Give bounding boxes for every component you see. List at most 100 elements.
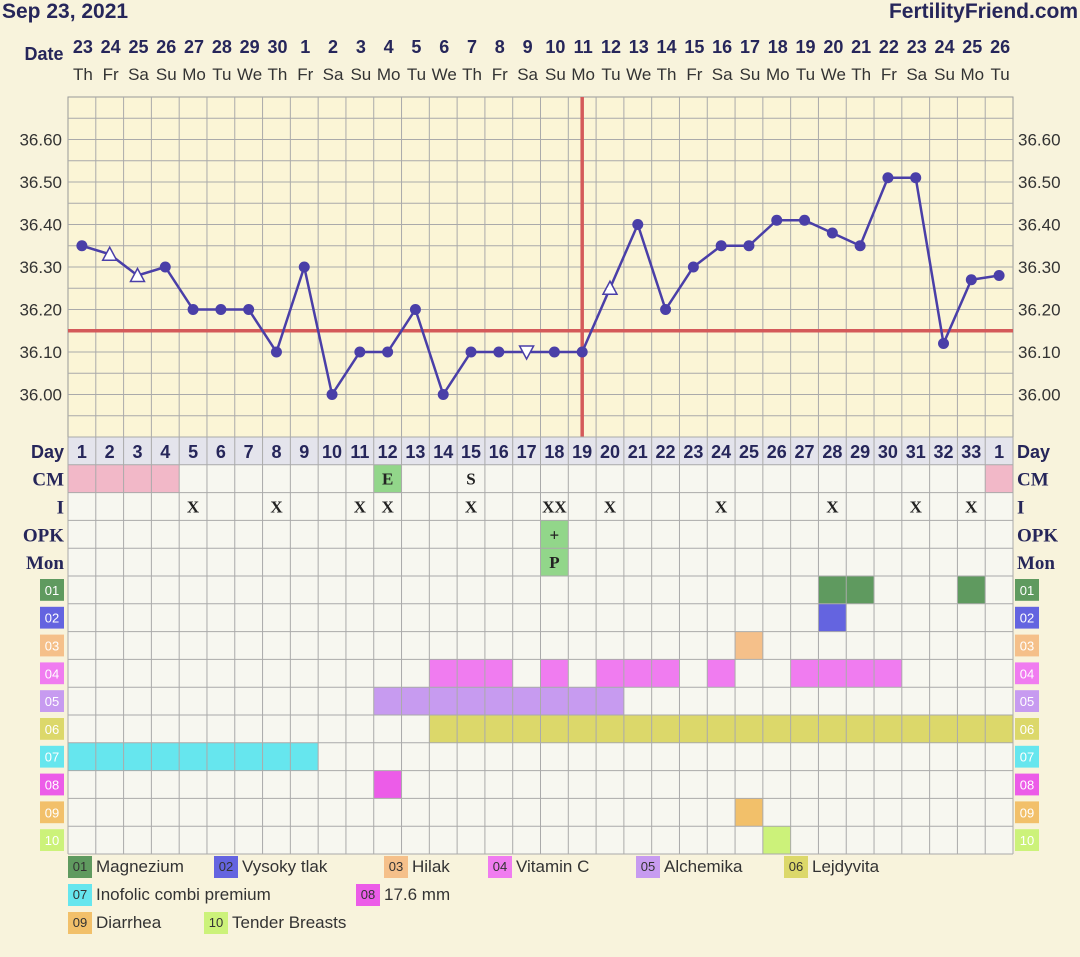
temperature-point bbox=[465, 346, 477, 358]
cycle-day: 17 bbox=[517, 442, 537, 462]
row-label-left: OPK bbox=[23, 525, 64, 546]
custom-row-cell-06 bbox=[429, 715, 458, 743]
temperature-point bbox=[715, 240, 727, 252]
custom-row-cell-07 bbox=[123, 742, 152, 771]
cycle-day: 21 bbox=[628, 442, 648, 462]
cycle-day: 7 bbox=[244, 442, 254, 462]
date-tick: 14 bbox=[657, 37, 677, 57]
y-tick-left: 36.30 bbox=[19, 258, 62, 277]
row-label-left: Mon bbox=[26, 553, 64, 574]
custom-row-cell-04 bbox=[651, 659, 680, 688]
temperature-point bbox=[882, 172, 894, 184]
temperature-point bbox=[965, 274, 977, 286]
weekday-tick: Mo bbox=[182, 65, 206, 84]
cm-cell bbox=[985, 464, 1013, 493]
temperature-point bbox=[518, 345, 535, 361]
opk-value: + bbox=[550, 525, 560, 544]
temperature-point bbox=[938, 338, 950, 349]
cm-value: E bbox=[382, 470, 393, 489]
weekday-tick: Tu bbox=[212, 65, 231, 84]
custom-row-cell-06 bbox=[568, 715, 597, 743]
custom-row-cell-07 bbox=[179, 742, 207, 771]
row-code-right: 01 bbox=[1020, 583, 1034, 598]
row-code-left: 02 bbox=[45, 611, 59, 626]
row-code-left: 03 bbox=[45, 639, 59, 654]
weekday-tick: Th bbox=[268, 65, 288, 84]
temperature-point bbox=[159, 261, 171, 273]
cycle-day: 8 bbox=[271, 442, 281, 462]
legend-swatch: 03 bbox=[384, 856, 408, 878]
legend-item-06: 06 Lejdyvita bbox=[784, 856, 879, 878]
row-code-left: 08 bbox=[45, 778, 59, 793]
date-tick: 25 bbox=[128, 37, 148, 57]
temperature-point bbox=[771, 214, 783, 226]
cycle-day: 25 bbox=[739, 442, 759, 462]
custom-row-cell-06 bbox=[512, 715, 541, 743]
custom-row-cell-03 bbox=[735, 631, 763, 660]
custom-row-cell-06 bbox=[957, 715, 986, 743]
custom-row-cell-04 bbox=[540, 659, 569, 688]
cycle-day: 29 bbox=[850, 442, 870, 462]
legend-label: Vitamin C bbox=[516, 857, 590, 876]
cm-cell bbox=[373, 464, 402, 493]
weekday-tick: Th bbox=[657, 65, 677, 84]
row-code-box-right bbox=[1015, 634, 1039, 657]
row-label-left: Day bbox=[31, 442, 64, 462]
legend-label: Vysoky tlak bbox=[242, 857, 328, 876]
custom-row-cell-07 bbox=[151, 742, 180, 771]
custom-row-cell-06 bbox=[623, 715, 652, 743]
date-tick: 22 bbox=[879, 37, 899, 57]
cycle-day: 22 bbox=[656, 442, 676, 462]
cycle-day: 1 bbox=[994, 442, 1004, 462]
temperature-point bbox=[548, 346, 560, 358]
temperature-point bbox=[298, 261, 310, 273]
temperature-point bbox=[101, 245, 118, 261]
legend-item-01: 01 Magnezium bbox=[68, 856, 184, 878]
y-tick-right: 36.40 bbox=[1018, 216, 1061, 235]
cm-cell bbox=[151, 464, 180, 493]
cycle-day: 13 bbox=[405, 442, 425, 462]
row-code-left: 06 bbox=[45, 722, 59, 737]
temperature-point bbox=[129, 266, 146, 283]
row-label-left: CM bbox=[32, 470, 64, 491]
intercourse-mark: X bbox=[465, 498, 478, 517]
date-tick: 26 bbox=[990, 37, 1010, 57]
date-tick: 20 bbox=[823, 37, 843, 57]
temperature-point bbox=[187, 304, 199, 315]
row-code-box-left bbox=[40, 718, 64, 740]
custom-row-cell-06 bbox=[762, 715, 791, 743]
row-label-right: OPK bbox=[1017, 525, 1058, 546]
temperature-point bbox=[601, 279, 619, 295]
temperature-point bbox=[743, 240, 755, 252]
legend-swatch: 09 bbox=[68, 912, 92, 934]
weekday-tick: Sa bbox=[906, 65, 927, 84]
custom-row-cell-04 bbox=[596, 659, 624, 688]
cycle-day: 2 bbox=[105, 442, 115, 462]
weekday-tick: Su bbox=[740, 65, 761, 84]
custom-row-cell-08 bbox=[373, 770, 402, 799]
monitor-cell bbox=[540, 548, 569, 576]
row-code-box-left bbox=[40, 634, 64, 657]
cm-cell bbox=[123, 464, 152, 493]
custom-row-cell-06 bbox=[679, 715, 708, 743]
y-tick-left: 36.10 bbox=[19, 343, 62, 362]
legend-swatch: 08 bbox=[356, 884, 380, 906]
weekday-tick: Fr bbox=[297, 65, 313, 84]
row-code-right: 07 bbox=[1020, 750, 1034, 765]
row-label-right: CM bbox=[1017, 470, 1049, 491]
temperature-line bbox=[81, 176, 1000, 398]
custom-row-cell-09 bbox=[735, 798, 763, 827]
custom-row-cell-04 bbox=[846, 659, 875, 688]
temperature-point bbox=[910, 172, 922, 184]
row-code-box-left bbox=[40, 745, 64, 768]
y-tick-right: 36.30 bbox=[1018, 258, 1061, 277]
legend-swatch: 05 bbox=[636, 856, 660, 878]
custom-row-cell-06 bbox=[457, 715, 485, 743]
custom-row-cell-05 bbox=[429, 687, 458, 715]
legend-swatch: 06 bbox=[784, 856, 808, 878]
custom-row-cell-06 bbox=[901, 715, 930, 743]
legend-item-05: 05 Alchemika bbox=[636, 856, 742, 878]
date-tick: 23 bbox=[907, 37, 927, 57]
custom-row-cell-04 bbox=[874, 659, 902, 688]
custom-row-cell-06 bbox=[540, 715, 569, 743]
